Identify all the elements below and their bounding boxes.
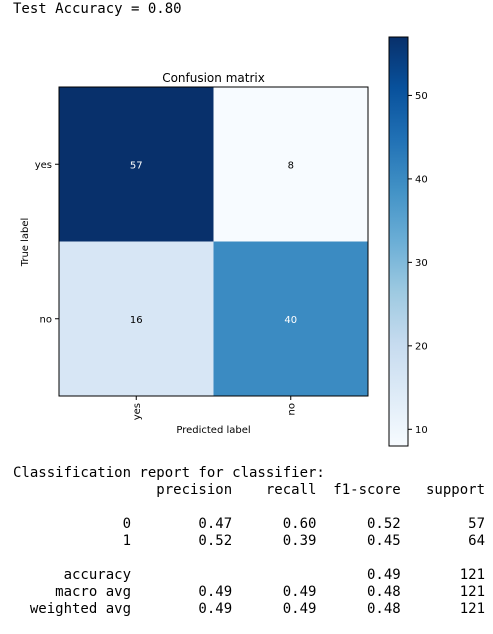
cell-value-label: 40: [284, 315, 297, 326]
matrix-cell: [59, 241, 214, 396]
y-axis-ticks: yes no: [35, 160, 59, 325]
chart-title: Confusion matrix: [162, 71, 265, 85]
report-summary-row: macro avg 0.49 0.49 0.48 121: [13, 584, 486, 600]
colorbar-tick-label: 30: [415, 258, 428, 269]
accuracy-output-line: Test Accuracy = 0.80: [13, 1, 182, 17]
colorbar-tick-label: 20: [415, 341, 428, 352]
colorbar-tick-label: 40: [415, 174, 428, 185]
y-tick-label: no: [40, 314, 52, 325]
colorbar-ticks: 10 20 30 40 50: [408, 91, 428, 436]
y-tick-label: yes: [35, 160, 52, 171]
colorbar-tick-label: 50: [415, 91, 428, 102]
y-axis-label: True label: [20, 218, 31, 268]
colorbar-tick-label: 10: [415, 425, 428, 436]
confusion-matrix-figure: Confusion matrix 57 8 16 40 yes no yes no Pre…: [20, 36, 428, 447]
matrix-cell: [213, 87, 368, 242]
report-summary-row: accuracy 0.49 121: [13, 567, 486, 583]
report-header: precision recall f1-score support: [13, 482, 486, 498]
cell-value-label: 8: [288, 160, 294, 171]
cell-value-label: 57: [130, 160, 143, 171]
report-summary: accuracy 0.49 121 macro avg 0.49 0.49 0.…: [13, 567, 485, 617]
matrix-cells: 57 8 16 40: [59, 87, 368, 396]
matrix-cell: [213, 241, 368, 396]
report-class-row: 0 0.47 0.60 0.52 57: [13, 516, 486, 532]
report-summary-row: weighted avg 0.49 0.49 0.48 121: [13, 601, 486, 617]
matrix-cell: [59, 87, 214, 242]
x-axis-label: Predicted label: [176, 425, 250, 436]
cell-value-label: 16: [130, 315, 143, 326]
x-tick-label: no: [286, 403, 297, 415]
x-tick-label: yes: [132, 403, 143, 420]
report-rows: 0 0.47 0.60 0.52 57 1 0.52 0.39 0.45 64: [13, 516, 485, 549]
plot-frame: [58, 86, 369, 397]
report-title: Classification report for classifier:: [13, 465, 325, 481]
x-axis-ticks: yes no: [132, 396, 297, 420]
report-class-row: 1 0.52 0.39 0.45 64: [13, 533, 486, 549]
classification-report: Classification report for classifier: pr…: [13, 465, 485, 618]
colorbar: [388, 36, 409, 447]
